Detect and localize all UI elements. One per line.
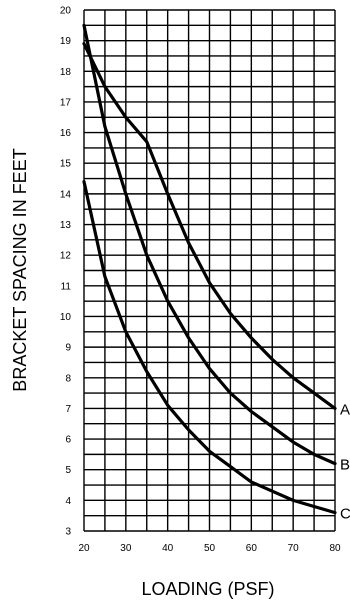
grid bbox=[83, 9, 336, 532]
y-tick-label: 6 bbox=[65, 435, 71, 446]
x-tick-label: 30 bbox=[120, 543, 132, 554]
y-tick-label: 17 bbox=[60, 97, 72, 108]
x-tick-label: 50 bbox=[204, 543, 216, 554]
y-tick-label: 14 bbox=[60, 189, 72, 200]
x-tick-label: 80 bbox=[329, 543, 341, 554]
x-tick-label: 40 bbox=[162, 543, 174, 554]
y-tick-label: 16 bbox=[60, 128, 72, 139]
curve-label-c: C bbox=[340, 506, 350, 523]
curve-labels: A B C bbox=[340, 401, 350, 522]
curve-c bbox=[82, 180, 337, 515]
y-tick-label: 18 bbox=[60, 67, 72, 78]
x-tick-label: 70 bbox=[288, 543, 300, 554]
curve-a bbox=[82, 42, 337, 410]
y-tick-labels: 3 4 5 6 7 8 9 10 11 12 13 14 15 16 17 18 19 20 bbox=[60, 6, 72, 538]
y-tick-label: 8 bbox=[65, 373, 71, 384]
x-tick-labels: 20 30 40 50 60 70 80 bbox=[78, 543, 341, 554]
curve-label-b: B bbox=[340, 457, 350, 474]
y-tick-label: 4 bbox=[65, 496, 71, 507]
y-tick-label: 20 bbox=[60, 6, 72, 17]
y-tick-label: 15 bbox=[60, 159, 72, 170]
x-tick-label: 60 bbox=[246, 543, 258, 554]
y-tick-label: 7 bbox=[65, 404, 71, 415]
curve-label-a: A bbox=[340, 401, 350, 418]
x-tick-label: 20 bbox=[78, 543, 90, 554]
y-tick-label: 12 bbox=[60, 251, 72, 262]
curves bbox=[82, 23, 337, 515]
curve-b bbox=[82, 23, 337, 466]
y-tick-label: 3 bbox=[65, 527, 71, 538]
y-tick-label: 9 bbox=[65, 343, 71, 354]
y-tick-label: 13 bbox=[60, 220, 72, 231]
y-tick-label: 11 bbox=[61, 281, 72, 292]
y-axis-title: BRACKET SPACING IN FEET bbox=[10, 148, 30, 391]
y-tick-label: 5 bbox=[65, 465, 71, 476]
x-axis-title: LOADING (PSF) bbox=[141, 579, 274, 599]
y-tick-label: 10 bbox=[60, 312, 72, 323]
y-tick-label: 19 bbox=[60, 36, 72, 47]
